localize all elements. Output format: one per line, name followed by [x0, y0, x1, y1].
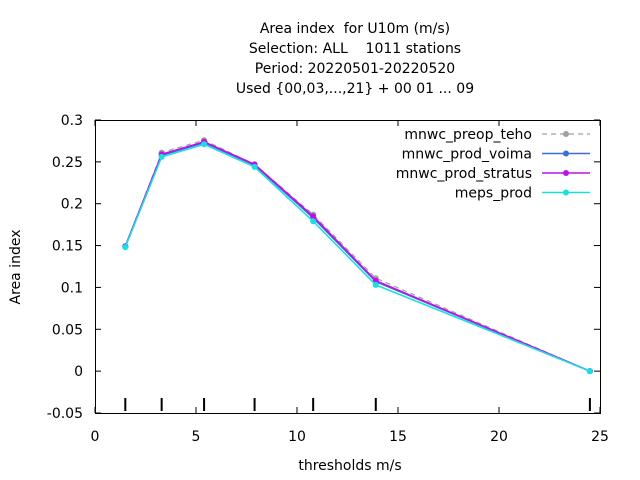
x-tick-label: 5: [192, 429, 201, 445]
chart-title-line-3: Period: 20220501-20220520: [254, 61, 456, 77]
y-tick-label: 0.15: [52, 239, 83, 255]
legend-label: mnwc_preop_teho: [404, 127, 532, 143]
legend-marker: [563, 189, 569, 196]
x-tick-label: 20: [490, 429, 508, 445]
chart-title-line-2: Selection: ALL 1011 stations: [248, 41, 462, 57]
legend-label: mnwc_prod_voima: [402, 147, 532, 163]
y-tick-label: -0.05: [47, 406, 83, 422]
chart-title-line-1: Area index for U10m (m/s): [259, 21, 451, 37]
y-axis-label: Area index: [8, 230, 24, 305]
data-point: [372, 281, 379, 288]
x-tick-label: 10: [288, 429, 306, 445]
x-tick-label: 0: [91, 429, 100, 445]
legend-marker: [563, 131, 569, 137]
legend-label: mnwc_prod_stratus: [396, 166, 532, 182]
chart-title-line-4: Used {00,03,...,21} + 00 01 ... 09: [235, 81, 475, 97]
x-tick-label: 25: [591, 429, 609, 445]
data-point: [158, 153, 165, 160]
legend-marker: [563, 170, 569, 176]
y-tick-label: 0.3: [61, 113, 83, 129]
y-tick-label: 0.1: [61, 280, 83, 296]
series-meps_prod: [122, 141, 593, 375]
y-tick-label: 0.25: [52, 155, 83, 171]
y-tick-label: 0: [74, 364, 83, 380]
plot-frame: [95, 120, 601, 414]
x-axis-label: thresholds m/s: [298, 458, 401, 474]
y-tick-label: 0.05: [52, 322, 83, 338]
data-point: [586, 368, 593, 375]
data-point: [201, 141, 208, 148]
data-point: [251, 163, 258, 170]
x-tick-label: 15: [389, 429, 407, 445]
legend-label: meps_prod: [455, 186, 532, 202]
legend-marker: [563, 150, 569, 157]
data-point: [310, 213, 317, 220]
data-point: [122, 244, 129, 251]
data-point: [310, 218, 317, 225]
y-tick-label: 0.2: [61, 197, 83, 213]
